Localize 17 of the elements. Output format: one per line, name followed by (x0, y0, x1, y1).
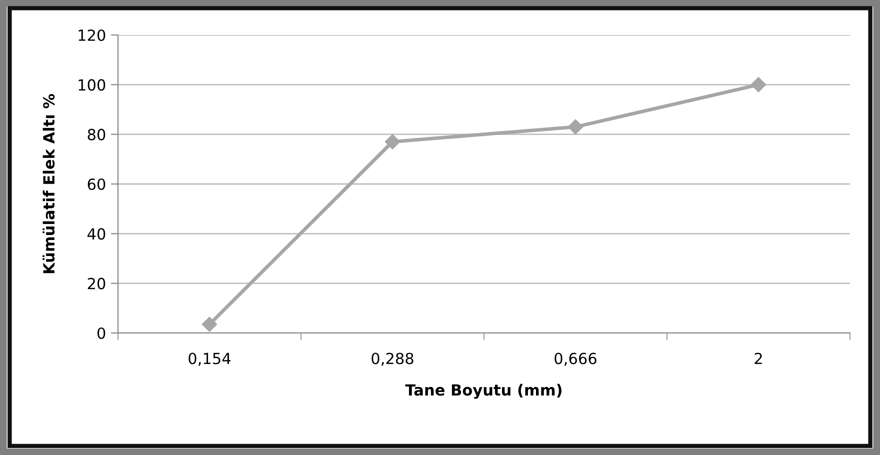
y-tick-label: 0 (97, 327, 106, 340)
x-tick-label: 0,288 (372, 352, 414, 366)
y-axis-title: Kümülatif Elek Altı % (42, 94, 55, 274)
y-tick-label: 80 (88, 128, 106, 140)
x-tick-label: 0,154 (188, 352, 231, 366)
y-tick-label: 40 (88, 228, 106, 240)
point (750, 77, 766, 92)
point (568, 119, 584, 134)
point (202, 316, 218, 332)
y-tick-label: 100 (78, 79, 106, 91)
y-tick-label: 60 (88, 178, 106, 190)
x-tick-label: 2 (754, 352, 762, 364)
x-tick-label: 0,666 (554, 352, 596, 366)
y-tick-label: 20 (88, 278, 106, 290)
x-axis-title: Tane Boyutu (mm) (405, 384, 562, 399)
y-tick-label: 120 (78, 29, 106, 42)
point (384, 134, 400, 150)
